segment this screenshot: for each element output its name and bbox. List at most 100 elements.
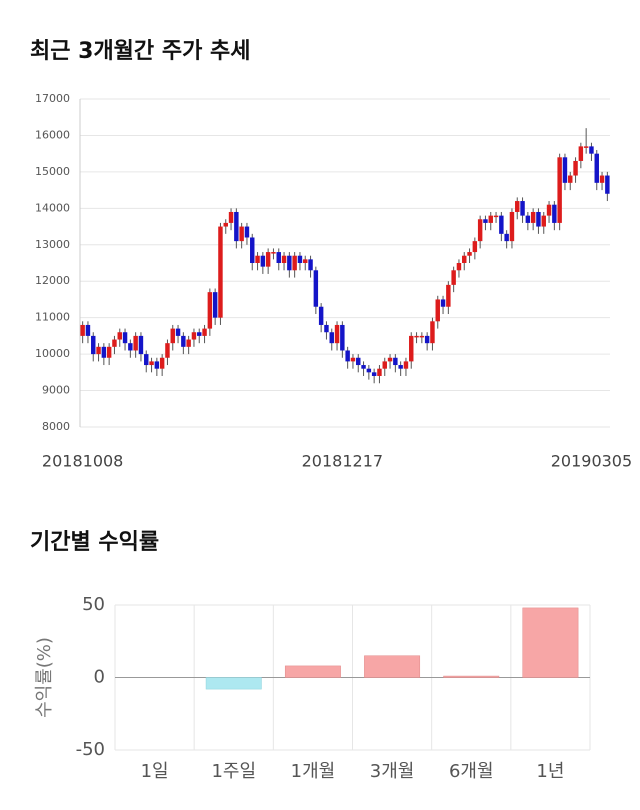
- candle-body: [239, 226, 244, 242]
- candle-body: [265, 252, 271, 267]
- y-tick-label: 8000: [42, 420, 70, 433]
- candle-body: [530, 211, 536, 223]
- candle-body: [499, 215, 504, 234]
- candle-body: [515, 201, 520, 212]
- candle-body: [170, 328, 175, 344]
- candle-body: [85, 324, 91, 336]
- y-tick-label: 12000: [35, 274, 70, 287]
- x-tick-label: 1일: [141, 761, 169, 782]
- candle-body: [382, 361, 387, 369]
- chart-title: 최근 3개월간 주가 추세: [30, 39, 250, 64]
- x-tick-label: 6개월: [449, 761, 494, 782]
- bar: [364, 655, 421, 678]
- candle-body: [451, 270, 456, 285]
- y-tick-label: 14000: [35, 201, 70, 214]
- candle-body: [520, 201, 525, 216]
- candle-body: [271, 252, 276, 254]
- candle-body: [197, 332, 202, 336]
- candle-body: [472, 241, 478, 253]
- candle-body: [594, 153, 599, 183]
- candle-body: [488, 215, 493, 223]
- candle-body: [557, 157, 562, 223]
- candle-body: [525, 215, 531, 223]
- bar: [522, 607, 579, 678]
- candle-body: [340, 324, 345, 351]
- candle-body: [541, 215, 546, 227]
- candle-body: [366, 368, 372, 373]
- candle-body: [165, 343, 170, 358]
- y-tick-label: 11000: [35, 311, 70, 324]
- y-tick-label: 13000: [35, 238, 70, 251]
- candle-body: [350, 357, 356, 362]
- candle-body: [568, 175, 573, 183]
- candle-body: [324, 324, 329, 333]
- candle-body: [546, 204, 552, 216]
- candle-body: [456, 263, 462, 271]
- y-tick-label: 50: [82, 594, 105, 615]
- candle-body: [144, 354, 149, 366]
- candle-body: [287, 255, 292, 271]
- candle-body: [599, 175, 605, 183]
- candle-body: [186, 339, 191, 347]
- candle-body: [589, 146, 594, 154]
- candle-body: [297, 255, 303, 263]
- candle-body: [578, 146, 584, 161]
- candle-body: [303, 259, 308, 263]
- candle-body: [244, 226, 250, 238]
- candle-body: [393, 357, 398, 366]
- candle-body: [361, 365, 366, 369]
- candle-body: [605, 175, 610, 194]
- candle-body: [446, 284, 451, 307]
- candle-body: [467, 252, 472, 256]
- x-tick-label: 3개월: [370, 761, 415, 782]
- candle-body: [91, 335, 96, 355]
- candle-body: [462, 255, 467, 263]
- x-tick-label: 1개월: [291, 761, 336, 782]
- candle-body: [191, 332, 197, 340]
- candle-body: [345, 350, 350, 362]
- candle-body: [377, 368, 382, 376]
- candle-body: [112, 339, 117, 347]
- candle-body: [424, 335, 430, 344]
- candle-body: [101, 346, 107, 358]
- candle-body: [318, 306, 324, 325]
- candle-body: [419, 335, 425, 338]
- candle-body: [276, 252, 281, 263]
- bar: [284, 665, 341, 678]
- candle-body: [202, 328, 207, 336]
- bar: [443, 675, 500, 678]
- candle-body: [128, 343, 133, 351]
- candle-body: [562, 157, 568, 183]
- candle-body: [122, 332, 128, 344]
- y-tick-label: 0: [94, 667, 105, 688]
- y-tick-label: 15000: [35, 165, 70, 178]
- candle-body: [313, 270, 319, 307]
- candle-body: [207, 292, 213, 329]
- candle-body: [435, 299, 440, 322]
- candle-body: [80, 324, 85, 336]
- candle-body: [96, 346, 101, 355]
- candle-body: [414, 335, 419, 338]
- candle-body: [250, 237, 255, 263]
- candle-body: [260, 255, 266, 267]
- candle-body: [583, 146, 589, 148]
- candle-body: [138, 335, 144, 355]
- x-tick-label: 1주일: [211, 761, 256, 782]
- candle-body: [356, 357, 361, 366]
- y-tick-label: 17000: [35, 92, 70, 105]
- candle-body: [117, 332, 122, 340]
- y-tick-label: -50: [76, 739, 105, 760]
- candle-body: [403, 361, 409, 369]
- candle-body: [149, 361, 154, 366]
- candle-body: [552, 204, 557, 223]
- x-tick-label: 1년: [536, 761, 564, 782]
- candle-body: [218, 226, 223, 318]
- candle-body: [329, 332, 334, 344]
- candle-body: [228, 211, 234, 223]
- candle-body: [371, 372, 377, 376]
- chart-title: 기간별 수익률: [30, 530, 159, 555]
- x-tick-label: 20181008: [42, 452, 123, 471]
- candle-body: [234, 211, 239, 242]
- candle-body: [292, 255, 297, 271]
